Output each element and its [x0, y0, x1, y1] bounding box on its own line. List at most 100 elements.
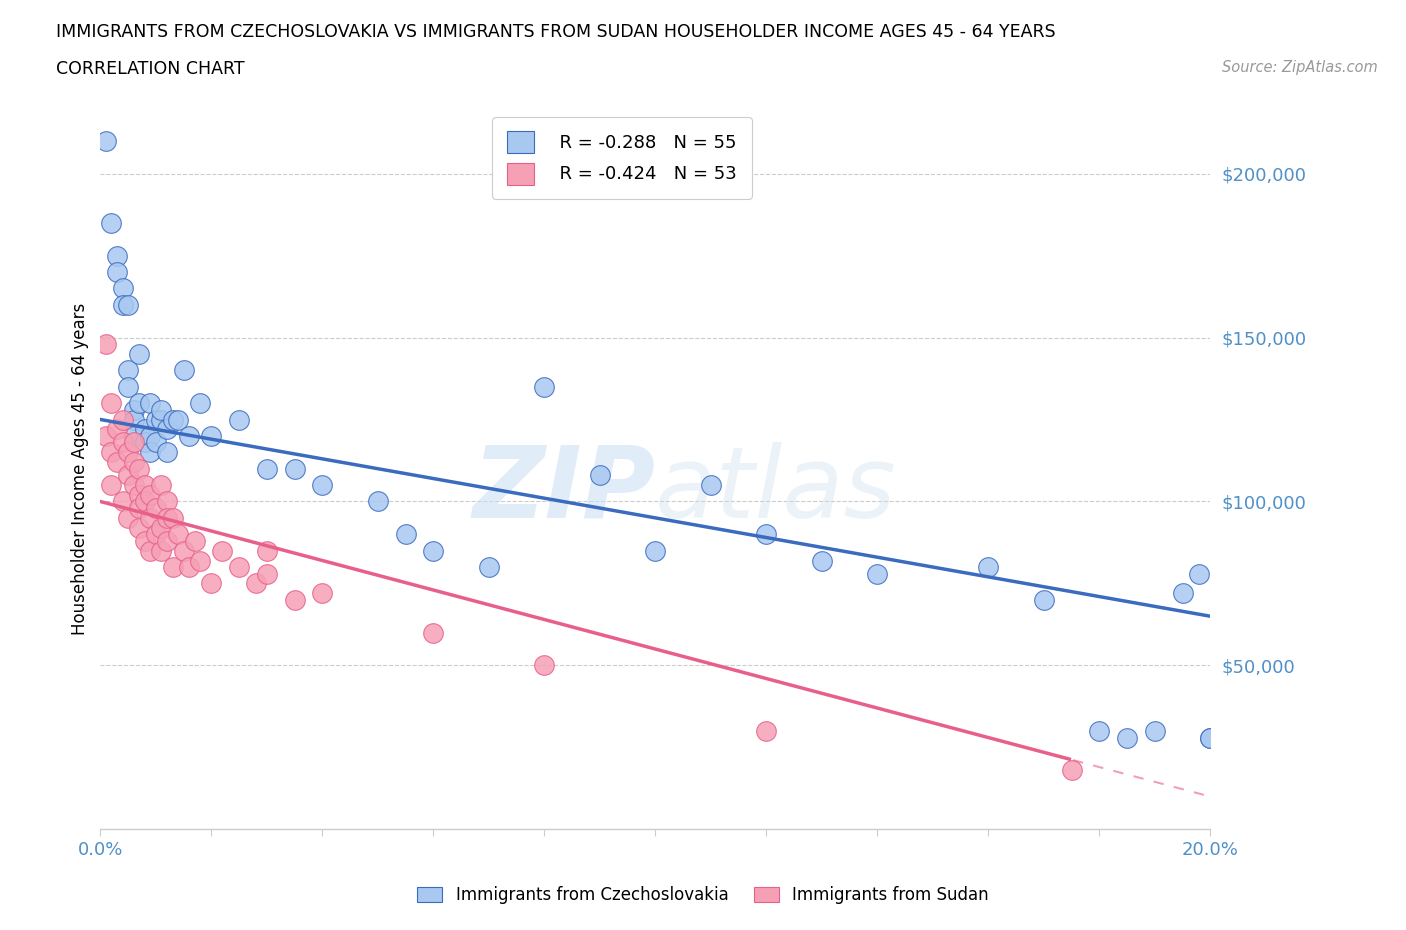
Point: [156, 422, 179, 437]
Point: [117, 379, 139, 394]
Point: [162, 412, 184, 427]
Point: [117, 298, 139, 312]
Point: [1188, 566, 1211, 581]
Point: [478, 560, 501, 575]
Point: [122, 435, 145, 450]
Point: [145, 435, 167, 450]
Point: [188, 553, 211, 568]
Point: [128, 487, 150, 502]
Point: [167, 526, 190, 541]
Point: [145, 412, 167, 427]
Point: [150, 412, 173, 427]
Point: [139, 511, 162, 525]
Point: [111, 298, 134, 312]
Point: [105, 422, 128, 437]
Point: [1199, 730, 1222, 745]
Point: [700, 478, 723, 493]
Point: [179, 429, 201, 444]
Point: [977, 560, 1000, 575]
Point: [122, 478, 145, 493]
Point: [117, 363, 139, 378]
Point: [128, 461, 150, 476]
Point: [150, 520, 173, 535]
Point: [311, 586, 333, 601]
Point: [100, 445, 122, 459]
Point: [139, 543, 162, 558]
Point: [188, 395, 211, 410]
Point: [105, 455, 128, 470]
Point: [156, 534, 179, 549]
Point: [111, 494, 134, 509]
Point: [256, 461, 278, 476]
Point: [200, 429, 222, 444]
Point: [139, 445, 162, 459]
Point: [105, 248, 128, 263]
Point: [128, 347, 150, 362]
Point: [211, 543, 233, 558]
Point: [145, 526, 167, 541]
Point: [162, 511, 184, 525]
Text: IMMIGRANTS FROM CZECHOSLOVAKIA VS IMMIGRANTS FROM SUDAN HOUSEHOLDER INCOME AGES : IMMIGRANTS FROM CZECHOSLOVAKIA VS IMMIGR…: [56, 23, 1056, 41]
Point: [533, 658, 555, 673]
Point: [183, 534, 205, 549]
Point: [394, 526, 416, 541]
Point: [134, 494, 156, 509]
Point: [139, 395, 162, 410]
Point: [156, 511, 179, 525]
Point: [128, 520, 150, 535]
Point: [284, 461, 307, 476]
Point: [1088, 724, 1111, 738]
Point: [94, 337, 117, 352]
Point: [173, 543, 195, 558]
Point: [533, 379, 555, 394]
Point: [589, 468, 612, 483]
Point: [111, 281, 134, 296]
Point: [156, 445, 179, 459]
Point: [1143, 724, 1166, 738]
Point: [1032, 592, 1054, 607]
Text: Source: ZipAtlas.com: Source: ZipAtlas.com: [1222, 60, 1378, 75]
Point: [245, 576, 267, 591]
Point: [422, 625, 444, 640]
Point: [156, 494, 179, 509]
Legend:   R = -0.288   N = 55,   R = -0.424   N = 53: R = -0.288 N = 55, R = -0.424 N = 53: [492, 117, 752, 199]
Text: CORRELATION CHART: CORRELATION CHART: [56, 60, 245, 78]
Point: [94, 133, 117, 148]
Text: atlas: atlas: [655, 442, 897, 538]
Legend: Immigrants from Czechoslovakia, Immigrants from Sudan: Immigrants from Czechoslovakia, Immigran…: [409, 878, 997, 912]
Point: [256, 543, 278, 558]
Point: [105, 264, 128, 279]
Point: [367, 494, 389, 509]
Point: [122, 455, 145, 470]
Point: [122, 429, 145, 444]
Point: [134, 435, 156, 450]
Point: [422, 543, 444, 558]
Point: [134, 534, 156, 549]
Point: [866, 566, 889, 581]
Point: [1116, 730, 1139, 745]
Point: [139, 429, 162, 444]
Point: [150, 403, 173, 418]
Point: [1199, 730, 1222, 745]
Point: [122, 412, 145, 427]
Y-axis label: Householder Income Ages 45 - 64 years: Householder Income Ages 45 - 64 years: [72, 302, 89, 635]
Point: [111, 435, 134, 450]
Point: [150, 478, 173, 493]
Point: [228, 412, 250, 427]
Point: [811, 553, 834, 568]
Point: [179, 560, 201, 575]
Point: [134, 478, 156, 493]
Point: [94, 429, 117, 444]
Point: [100, 395, 122, 410]
Point: [150, 543, 173, 558]
Point: [311, 478, 333, 493]
Point: [128, 500, 150, 515]
Point: [111, 412, 134, 427]
Point: [145, 500, 167, 515]
Point: [1171, 586, 1194, 601]
Point: [755, 724, 778, 738]
Point: [755, 526, 778, 541]
Point: [1060, 763, 1083, 777]
Point: [100, 478, 122, 493]
Point: [134, 422, 156, 437]
